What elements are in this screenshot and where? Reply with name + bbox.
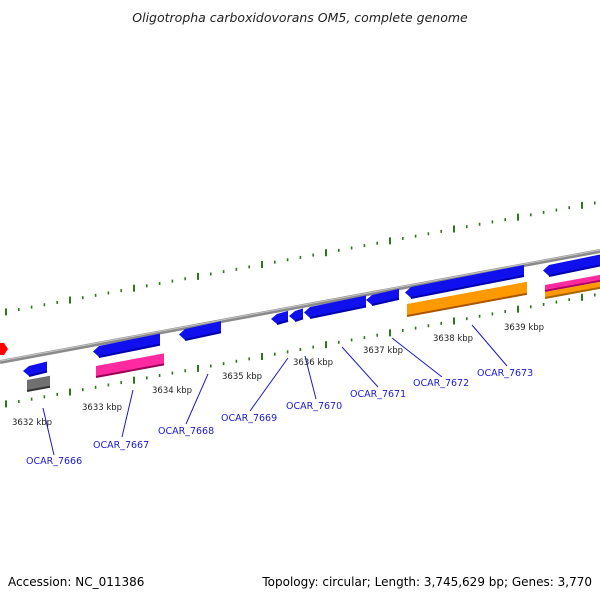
kbp-label: 3632 kbp	[12, 418, 52, 428]
gene-ocar-7671[interactable]	[304, 295, 366, 318]
gene-label-ocar-7672[interactable]: OCAR_7672	[413, 378, 469, 389]
rrna-feature-offscreen[interactable]	[545, 274, 600, 291]
leader-line	[249, 357, 289, 412]
gene-ocar-7669[interactable]	[271, 310, 288, 324]
gene-label-ocar-7670[interactable]: OCAR_7670	[286, 401, 342, 412]
accession-text: Accession: NC_011386	[8, 575, 144, 589]
leader-line	[341, 346, 379, 388]
rrna-feature-7667[interactable]	[96, 353, 164, 377]
gene-ocar-7673-shade	[410, 275, 525, 299]
gene-feature-offscreen-shade	[548, 264, 600, 277]
tick-marks	[5, 201, 596, 408]
map-title: Oligotropha carboxidovorans OM5, complet…	[132, 10, 468, 25]
gene-ocar-7669-shade	[276, 319, 289, 325]
leader-line	[185, 373, 209, 425]
other-feature-7672[interactable]	[407, 281, 527, 316]
gene-label-ocar-7667[interactable]: OCAR_7667	[93, 440, 149, 451]
genome-summary-text: Topology: circular; Length: 3,745,629 bp…	[261, 575, 592, 589]
gene-labels: OCAR_7666 OCAR_7667 OCAR_7668 OCAR_7669 …	[26, 368, 533, 467]
gene-ocar-7672-shade	[371, 297, 400, 306]
leader-lines	[42, 324, 508, 456]
kbp-label: 3633 kbp	[82, 403, 122, 413]
kbp-label: 3636 kbp	[293, 358, 333, 368]
kbp-label: 3639 kbp	[504, 323, 544, 333]
gene-label-ocar-7668[interactable]: OCAR_7668	[158, 426, 214, 437]
gene-ocar-7671-shade	[309, 305, 367, 319]
gene-ocar-7667-shade	[98, 343, 161, 358]
rrna-feature-7667-shade	[95, 363, 165, 378]
leader-line	[121, 389, 134, 438]
gene-ocar-7670[interactable]	[289, 308, 303, 321]
leader-line	[391, 337, 443, 378]
other-feature-offscreen-shade	[544, 286, 600, 299]
genome-backbone	[0, 249, 600, 364]
gene-label-ocar-7671[interactable]: OCAR_7671	[350, 389, 406, 400]
other-feature-7672-shade	[406, 292, 528, 317]
pseudo-feature-7666-shade	[26, 385, 51, 392]
gene-label-ocar-7673[interactable]: OCAR_7673	[477, 368, 533, 379]
gene-label-ocar-7669[interactable]: OCAR_7669	[221, 413, 277, 424]
genome-backbone-highlight	[0, 249, 600, 362]
gene-ocar-7668[interactable]	[179, 321, 221, 340]
red-feature-arrow	[0, 343, 8, 355]
gene-features	[23, 254, 600, 392]
rrna-feature-offscreen-shade	[544, 279, 600, 292]
kbp-label: 3638 kbp	[433, 334, 473, 344]
gene-ocar-7672[interactable]	[366, 288, 399, 305]
gene-ocar-7670-shade	[294, 317, 304, 322]
gene-feature-offscreen[interactable]	[543, 254, 600, 276]
gene-label-ocar-7666[interactable]: OCAR_7666	[26, 456, 82, 467]
gene-ocar-7668-shade	[184, 331, 222, 341]
kbp-label: 3634 kbp	[152, 386, 192, 396]
leader-line	[42, 407, 55, 456]
kbp-labels: 3632 kbp 3633 kbp 3634 kbp 3635 kbp 3636…	[12, 323, 544, 428]
kbp-label: 3635 kbp	[222, 372, 262, 382]
leader-line	[471, 324, 508, 367]
kbp-label: 3637 kbp	[363, 346, 403, 356]
other-feature-offscreen[interactable]	[545, 281, 600, 298]
gene-ocar-7673[interactable]	[405, 264, 524, 298]
gene-ocar-7666-shade	[28, 370, 48, 377]
leader-line	[304, 355, 317, 400]
gene-ocar-7667[interactable]	[93, 333, 160, 357]
